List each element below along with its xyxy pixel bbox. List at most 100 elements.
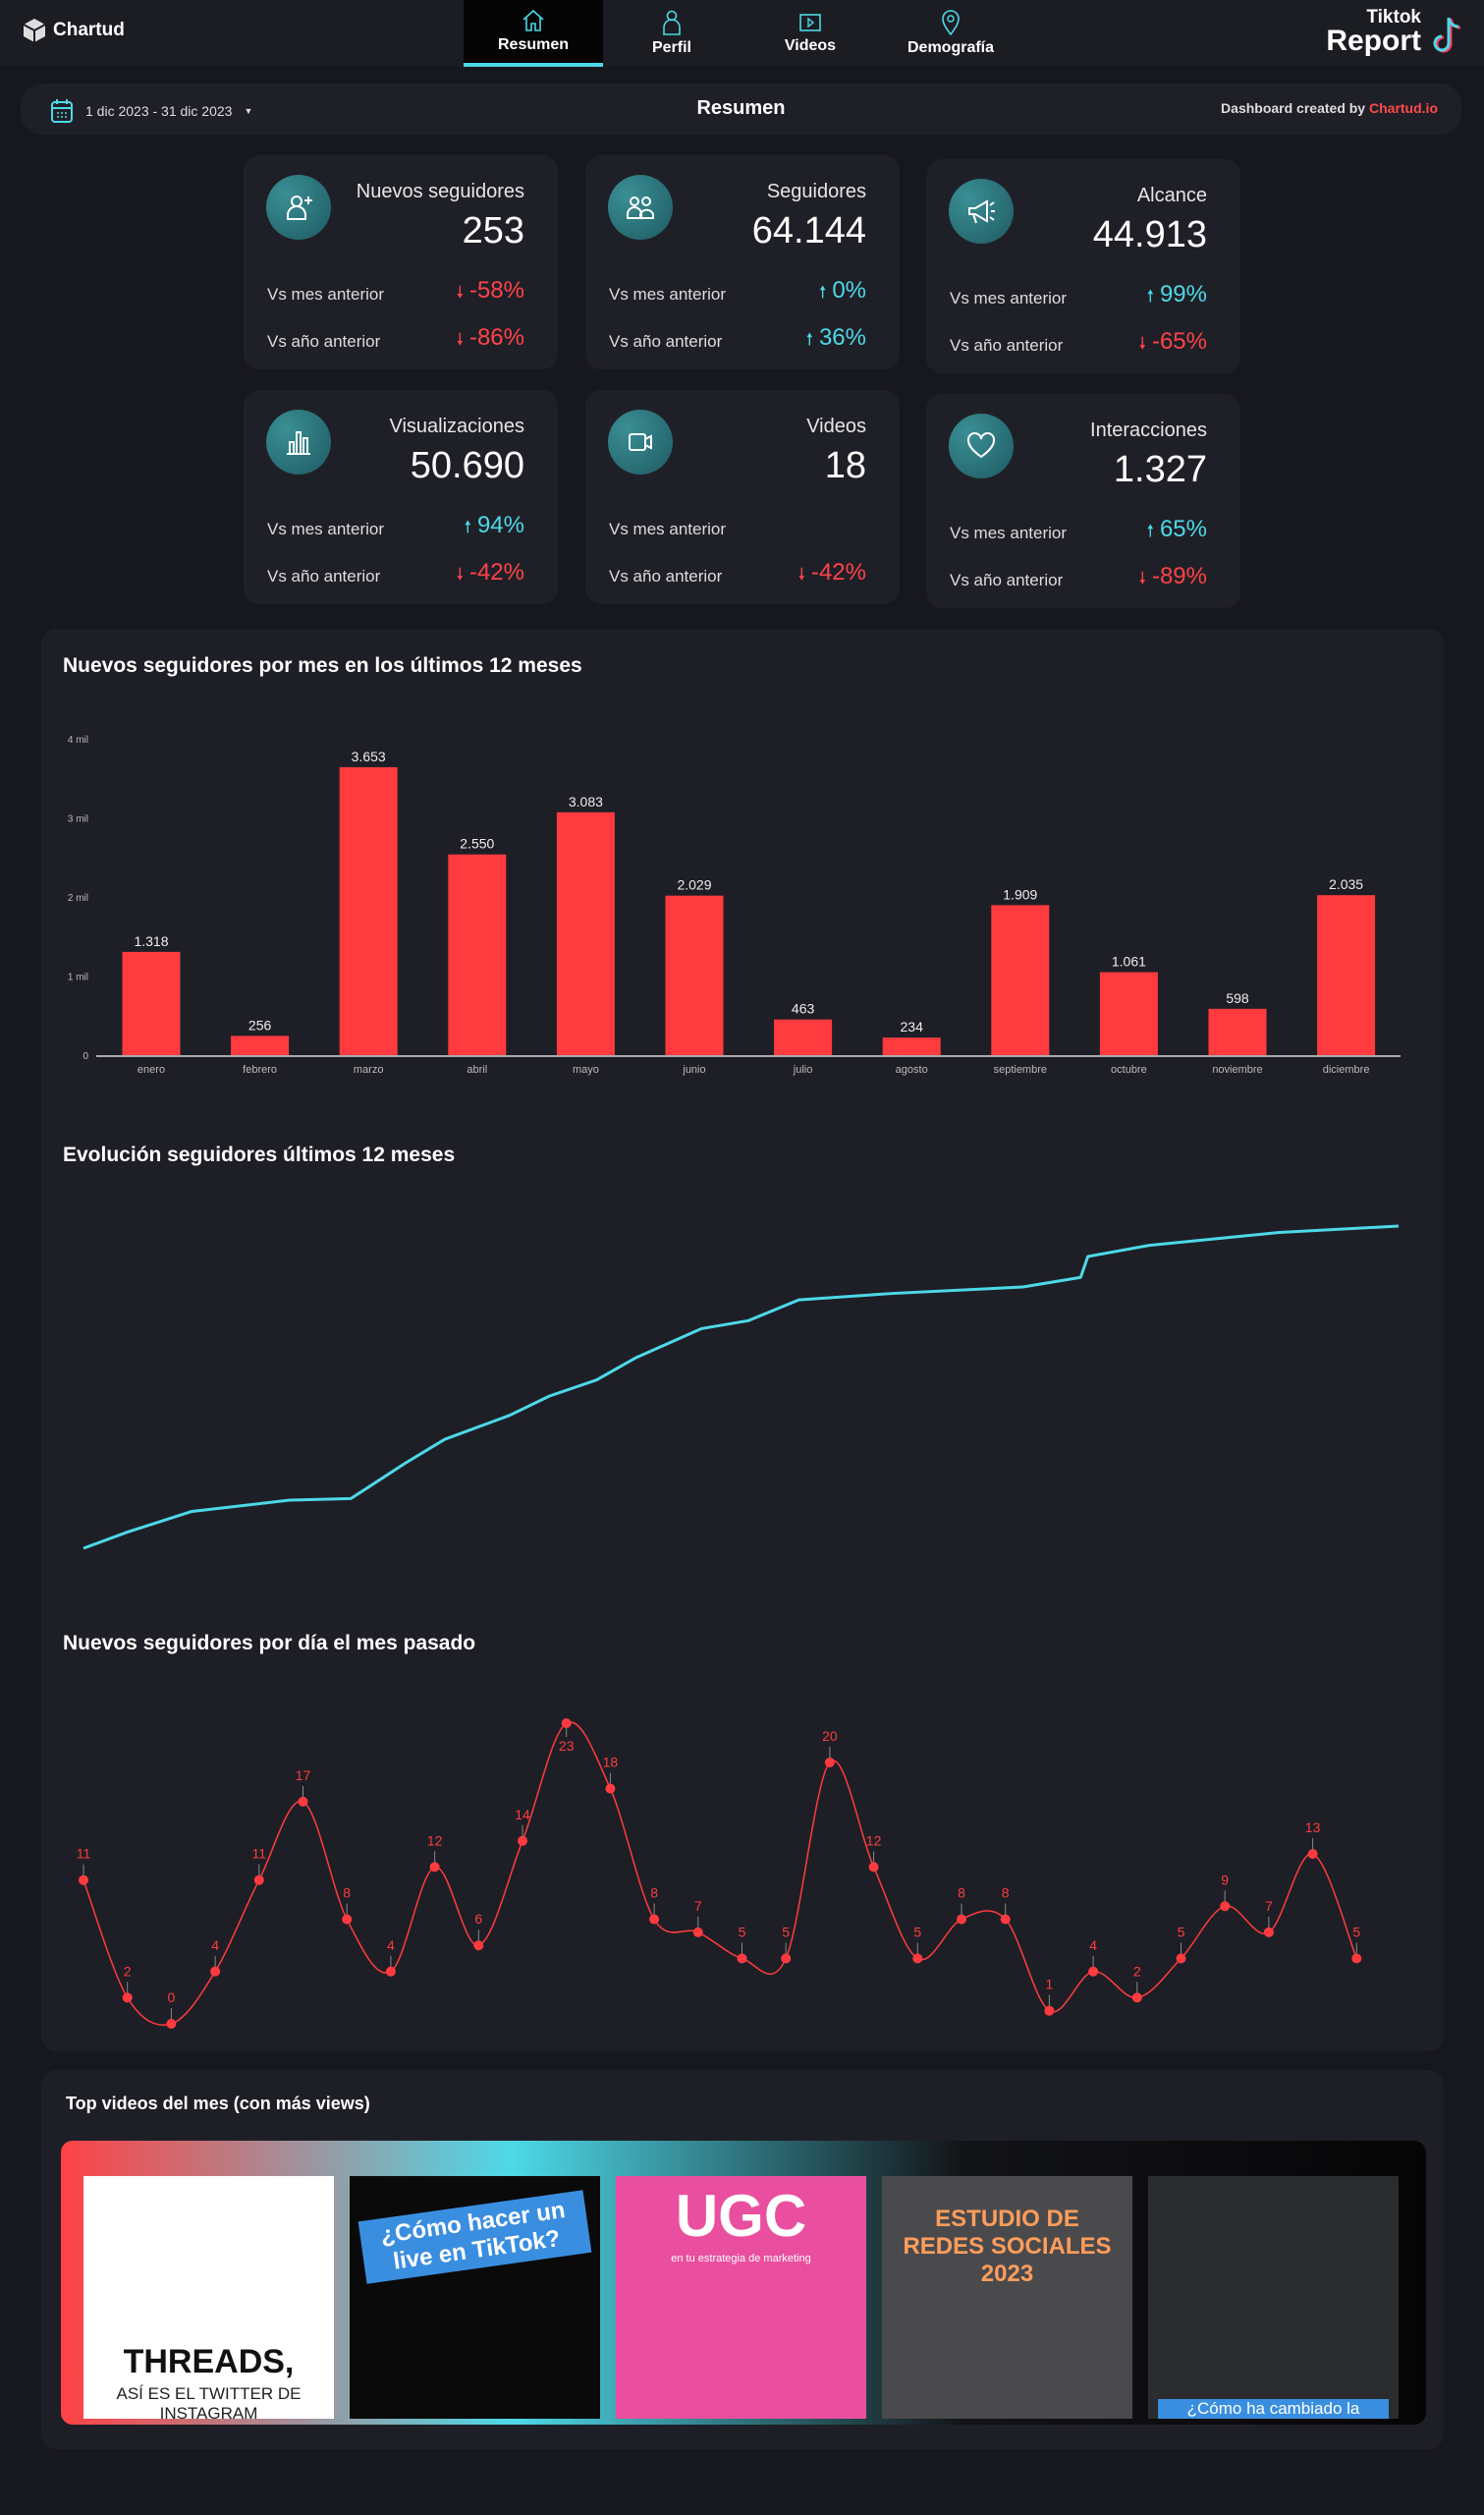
arrow-down-icon: 🠗 [797, 565, 805, 584]
kpi-icon-circle [266, 410, 331, 475]
tab-perfil[interactable]: Perfil [602, 0, 742, 67]
bar-value-label: 2.035 [1329, 876, 1363, 892]
comparison-percent: -65% [1151, 328, 1207, 355]
comparison-percent: 36% [818, 324, 866, 351]
x-tick-label: octubre [1111, 1064, 1147, 1076]
kpi-card-1: Seguidores 64.144 Vs mes anterior 🠕 0% Vs añ… [585, 155, 900, 369]
daily-value-label: 8 [343, 1885, 351, 1901]
daily-value-label: 5 [913, 1925, 921, 1940]
comparison-label: Vs año anterior [267, 567, 381, 586]
tiktok-icon [1433, 17, 1461, 53]
kpi-value: 50.690 [410, 445, 524, 486]
bar-value-label: 1.909 [1003, 886, 1037, 902]
bar-junio [665, 895, 724, 1056]
x-tick-label: febrero [243, 1064, 277, 1076]
tab-demografia[interactable]: Demografía [881, 0, 1020, 67]
bar-value-label: 463 [792, 1001, 815, 1017]
page-title: Resumen [696, 97, 786, 119]
thumbnail-headline: ESTUDIO DE REDES SOCIALES 2023 [903, 2206, 1112, 2287]
date-range-value: 1 dic 2023 - 31 dic 2023 [85, 103, 233, 119]
comparison-percent: -86% [468, 324, 524, 351]
bar-value-label: 2.029 [677, 877, 711, 893]
video-thumbnail-4[interactable]: ¿Cómo ha cambiado la [1148, 2176, 1399, 2419]
users-icon [627, 196, 654, 219]
bar-abril [448, 854, 507, 1056]
comparison-label: Vs año anterior [267, 332, 381, 351]
monthly-chart-title: Nuevos seguidores por mes en los últimos… [63, 654, 582, 677]
video-thumbnail-0[interactable]: THREADS, ASÍ ES EL TWITTER DE INSTAGRAM [83, 2176, 334, 2419]
tab-resumen[interactable]: Resumen [464, 0, 603, 67]
daily-followers-line [82, 1721, 1357, 2026]
date-range-picker[interactable]: 1 dic 2023 - 31 dic 2023 ▼ [50, 98, 252, 124]
daily-point-24 [1088, 1966, 1099, 1977]
daily-value-label: 5 [1178, 1925, 1185, 1940]
bar-chart-icon [287, 431, 310, 455]
daily-point-21 [957, 1914, 966, 1925]
daily-value-label: 0 [168, 1989, 176, 2005]
x-tick-label: julio [793, 1064, 813, 1076]
y-tick-label: 2 mil [68, 893, 88, 904]
daily-value-label: 5 [1352, 1925, 1360, 1940]
tab-label: Perfil [651, 39, 691, 56]
bar-marzo [339, 766, 398, 1056]
chartud-link[interactable]: Chartud.io [1369, 100, 1438, 116]
top-videos-title: Top videos del mes (con más views) [66, 2094, 370, 2113]
video-camera-icon [629, 433, 652, 451]
followers-evolution-line [82, 1224, 1400, 1550]
comparison-value: 🠗 -86% [457, 324, 524, 356]
bar-febrero [231, 1035, 290, 1056]
comparison-value: 🠗 -42% [798, 559, 866, 590]
y-tick-label: 4 mil [68, 735, 88, 746]
comparison-label: Vs mes anterior [950, 289, 1068, 307]
calendar-icon [51, 99, 73, 123]
y-tick-label: 1 mil [68, 973, 88, 983]
play-icon [799, 14, 821, 31]
daily-point-6 [298, 1796, 308, 1807]
comparison-label: Vs mes anterior [609, 285, 727, 304]
kpi-title: Visualizaciones [389, 416, 525, 437]
daily-point-27 [1220, 1901, 1231, 1912]
heart-icon [967, 432, 995, 459]
daily-point-20 [912, 1953, 923, 1964]
chartud-logo[interactable]: Chartud [22, 18, 125, 43]
video-thumbnail-3[interactable]: ESTUDIO DE REDES SOCIALES 2023 [882, 2176, 1132, 2419]
dropdown-caret-icon[interactable]: ▼ [244, 106, 253, 116]
thumbnail-headline: THREADS, [123, 2343, 295, 2380]
logo-text: Chartud [53, 20, 125, 40]
comparison-value: 🠕 0% [819, 277, 866, 308]
x-tick-label: diciembre [1323, 1064, 1370, 1076]
comparison-percent: 99% [1159, 281, 1207, 307]
video-thumbnail-1[interactable]: ¿Cómo hacer un live en TikTok? [350, 2176, 600, 2419]
comparison-value: 🠗 -58% [457, 277, 524, 308]
comparison-percent: 0% [832, 277, 866, 304]
bar-octubre [1099, 972, 1158, 1056]
comparison-value: 🠕 65% [1147, 516, 1207, 547]
arrow-down-icon: 🠗 [1138, 334, 1146, 353]
kpi-title: Nuevos seguidores [356, 181, 524, 202]
daily-value-label: 17 [296, 1767, 311, 1783]
credit-prefix: Dashboard created by [1221, 100, 1366, 116]
kpi-value: 18 [824, 445, 866, 486]
daily-value-label: 14 [515, 1807, 530, 1822]
kpi-card-0: Nuevos seguidores 253 Vs mes anterior 🠗 -58… [244, 155, 558, 369]
daily-value-label: 18 [603, 1755, 619, 1770]
video-thumbnail-2[interactable]: UGC en tu estrategia de marketing [616, 2176, 866, 2419]
daily-value-label: 5 [782, 1925, 790, 1940]
x-tick-label: abril [467, 1064, 487, 1076]
comparison-percent: 65% [1159, 516, 1207, 542]
bar-value-label: 3.083 [569, 794, 603, 810]
daily-value-label: 11 [77, 1846, 91, 1862]
daily-point-4 [210, 1966, 221, 1977]
daily-point-23 [1044, 2005, 1055, 2016]
thumbnail-caption: en tu estrategia de marketing [671, 2253, 811, 2264]
daily-point-8 [385, 1966, 396, 1977]
arrow-down-icon: 🠗 [456, 283, 464, 302]
tab-videos[interactable]: Videos [741, 0, 880, 67]
daily-chart-title: Nuevos seguidores por día el mes pasado [63, 1632, 476, 1654]
comparison-percent: -42% [810, 559, 866, 586]
user-plus-icon [287, 196, 312, 220]
arrow-down-icon: 🠗 [1138, 569, 1146, 587]
daily-value-label: 2 [1133, 1963, 1141, 1979]
daily-value-label: 7 [694, 1898, 702, 1914]
